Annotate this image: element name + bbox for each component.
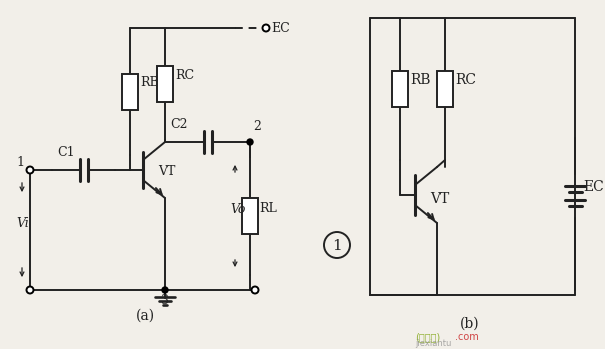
Text: VT: VT xyxy=(158,165,175,178)
Text: C1: C1 xyxy=(57,146,74,159)
Text: 3: 3 xyxy=(161,294,169,307)
Circle shape xyxy=(247,139,253,145)
Text: Vi: Vi xyxy=(16,217,29,230)
Circle shape xyxy=(27,166,33,173)
Text: .com: .com xyxy=(455,332,479,342)
Bar xyxy=(437,71,453,107)
Circle shape xyxy=(263,24,269,31)
Text: jiexiantu: jiexiantu xyxy=(415,339,451,348)
Text: (接线图): (接线图) xyxy=(415,332,440,342)
Text: RB: RB xyxy=(410,73,431,87)
Text: VT: VT xyxy=(430,192,450,206)
Text: 1: 1 xyxy=(332,239,342,253)
Bar xyxy=(242,198,258,234)
Circle shape xyxy=(162,287,168,293)
Text: (b): (b) xyxy=(460,317,480,331)
Text: 1: 1 xyxy=(16,156,24,169)
Bar xyxy=(392,71,408,107)
Circle shape xyxy=(27,287,33,294)
Bar xyxy=(122,74,138,110)
Text: RB: RB xyxy=(140,76,159,89)
Text: EC: EC xyxy=(583,180,604,194)
Text: C2: C2 xyxy=(170,118,188,131)
Circle shape xyxy=(252,287,258,294)
Text: RC: RC xyxy=(455,73,476,87)
Text: 2: 2 xyxy=(253,120,261,133)
Text: RC: RC xyxy=(175,69,194,82)
Text: (a): (a) xyxy=(136,309,154,323)
Bar xyxy=(157,66,173,102)
Text: Vo: Vo xyxy=(230,203,246,216)
Text: RL: RL xyxy=(259,202,276,215)
Text: EC: EC xyxy=(271,22,290,35)
